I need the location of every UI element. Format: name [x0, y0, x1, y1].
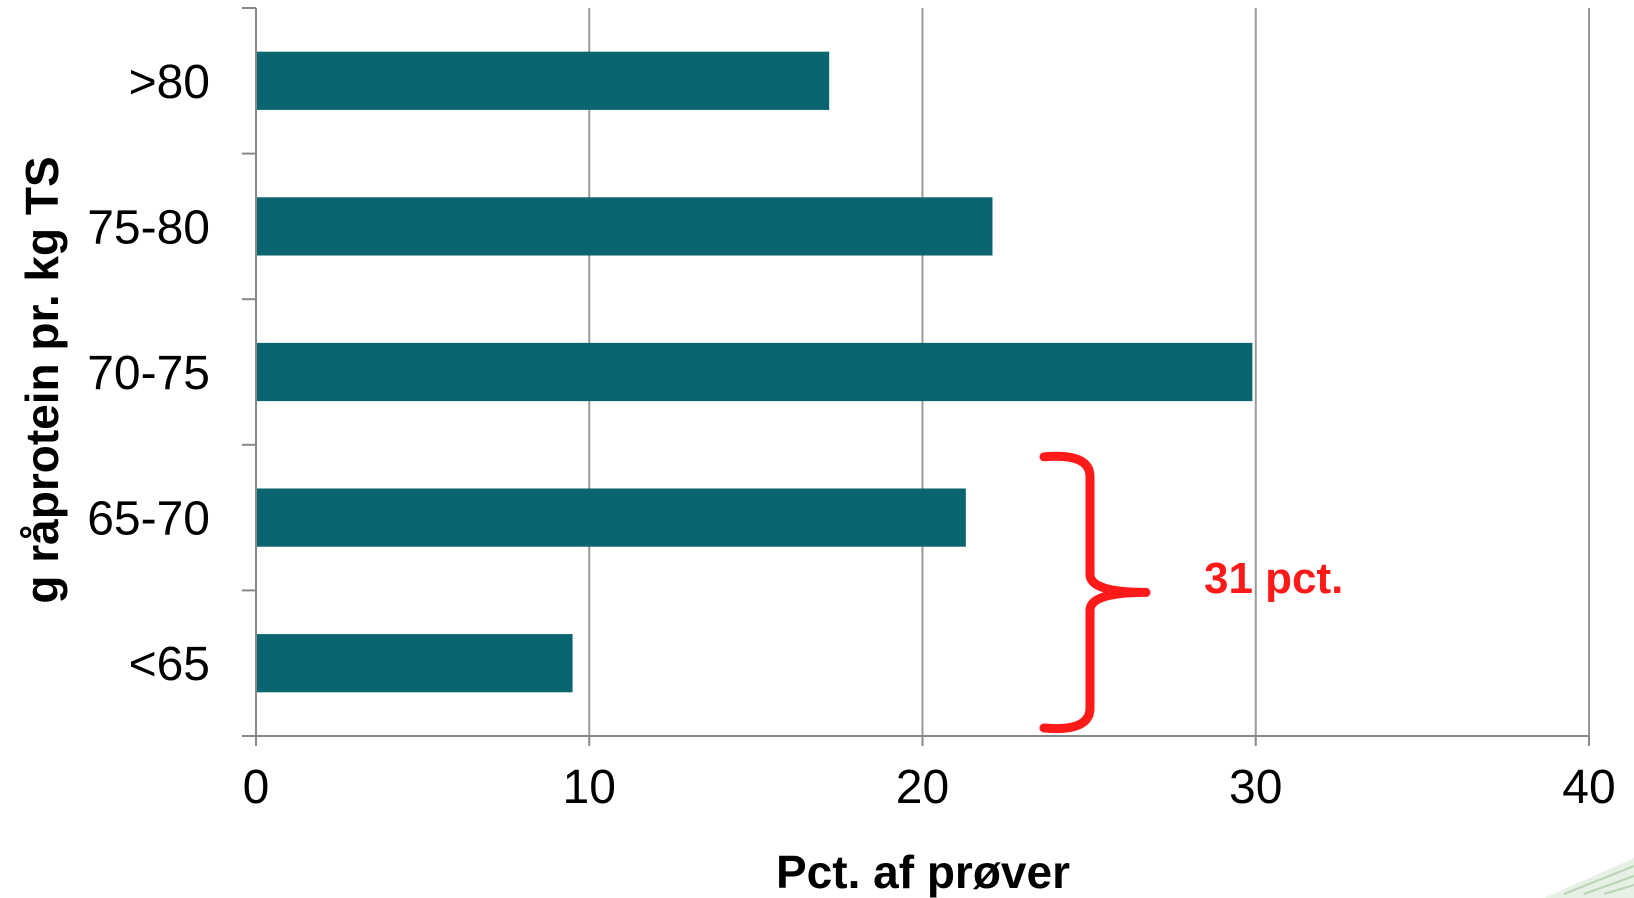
y-tick-label: >80: [129, 56, 210, 109]
bar->80: [256, 51, 830, 110]
y-tick-label: 65-70: [87, 493, 210, 546]
x-tick-labels: 0 10 20 30 40: [243, 761, 1616, 814]
y-axis-title: g råprotein pr. kg TS: [16, 156, 68, 603]
bar-<65: [256, 634, 573, 693]
x-tick-label: 30: [1229, 761, 1282, 814]
bar-70-75: [256, 342, 1253, 402]
x-tick-label: 0: [243, 761, 270, 814]
x-tick-label: 10: [563, 761, 616, 814]
y-tick-labels: >80 75-80 70-75 65-70 <65: [87, 56, 210, 691]
brace-shape: [1039, 451, 1151, 734]
x-tick-label: 40: [1562, 761, 1615, 814]
y-tick-label: 70-75: [87, 347, 210, 400]
axes: [242, 7, 1589, 737]
bar-65-70: [256, 488, 966, 547]
decorative-stripes: [1544, 858, 1634, 898]
bar-75-80: [256, 197, 993, 256]
x-axis-title: Pct. af prøver: [776, 846, 1070, 898]
annotation-label: 31 pct.: [1204, 554, 1343, 603]
x-tick-label: 20: [896, 761, 949, 814]
annotation-brace: 31 pct.: [1039, 451, 1343, 734]
y-tick-label: <65: [129, 638, 210, 691]
y-tick-label: 75-80: [87, 201, 210, 254]
bars: [256, 51, 1253, 693]
